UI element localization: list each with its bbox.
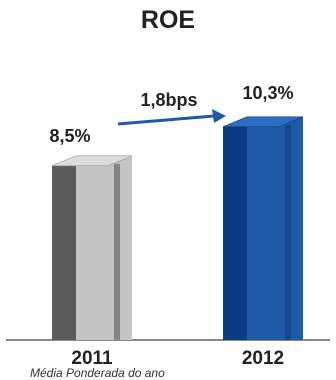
bar-2012-front — [247, 116, 303, 340]
data-label-2012: 10,3% — [242, 83, 293, 103]
bar-2011-groove — [114, 163, 120, 340]
bar-2012-side — [223, 126, 247, 340]
x-tick-label-2012: 2012 — [242, 348, 284, 369]
footnote: Média Ponderada do ano — [30, 366, 165, 380]
chart-title: ROE — [140, 6, 196, 34]
bar-2012-groove — [285, 124, 291, 340]
data-label-2011: 8,5% — [49, 126, 90, 146]
growth-annotation: 1,8bps — [140, 90, 197, 110]
growth-arrow-line — [117, 114, 215, 126]
bar-2011-top — [51, 155, 133, 167]
bar-2011-front — [76, 155, 132, 340]
bar-2011-side — [52, 165, 76, 340]
x-tick-label-2011: 2011 — [71, 348, 113, 369]
bars-group — [6, 116, 330, 341]
labels-group: 2011 8,5% 2012 10,3% 1,8bps — [49, 83, 293, 369]
growth-arrow-head — [212, 109, 226, 123]
bar-2012-top — [222, 116, 304, 128]
